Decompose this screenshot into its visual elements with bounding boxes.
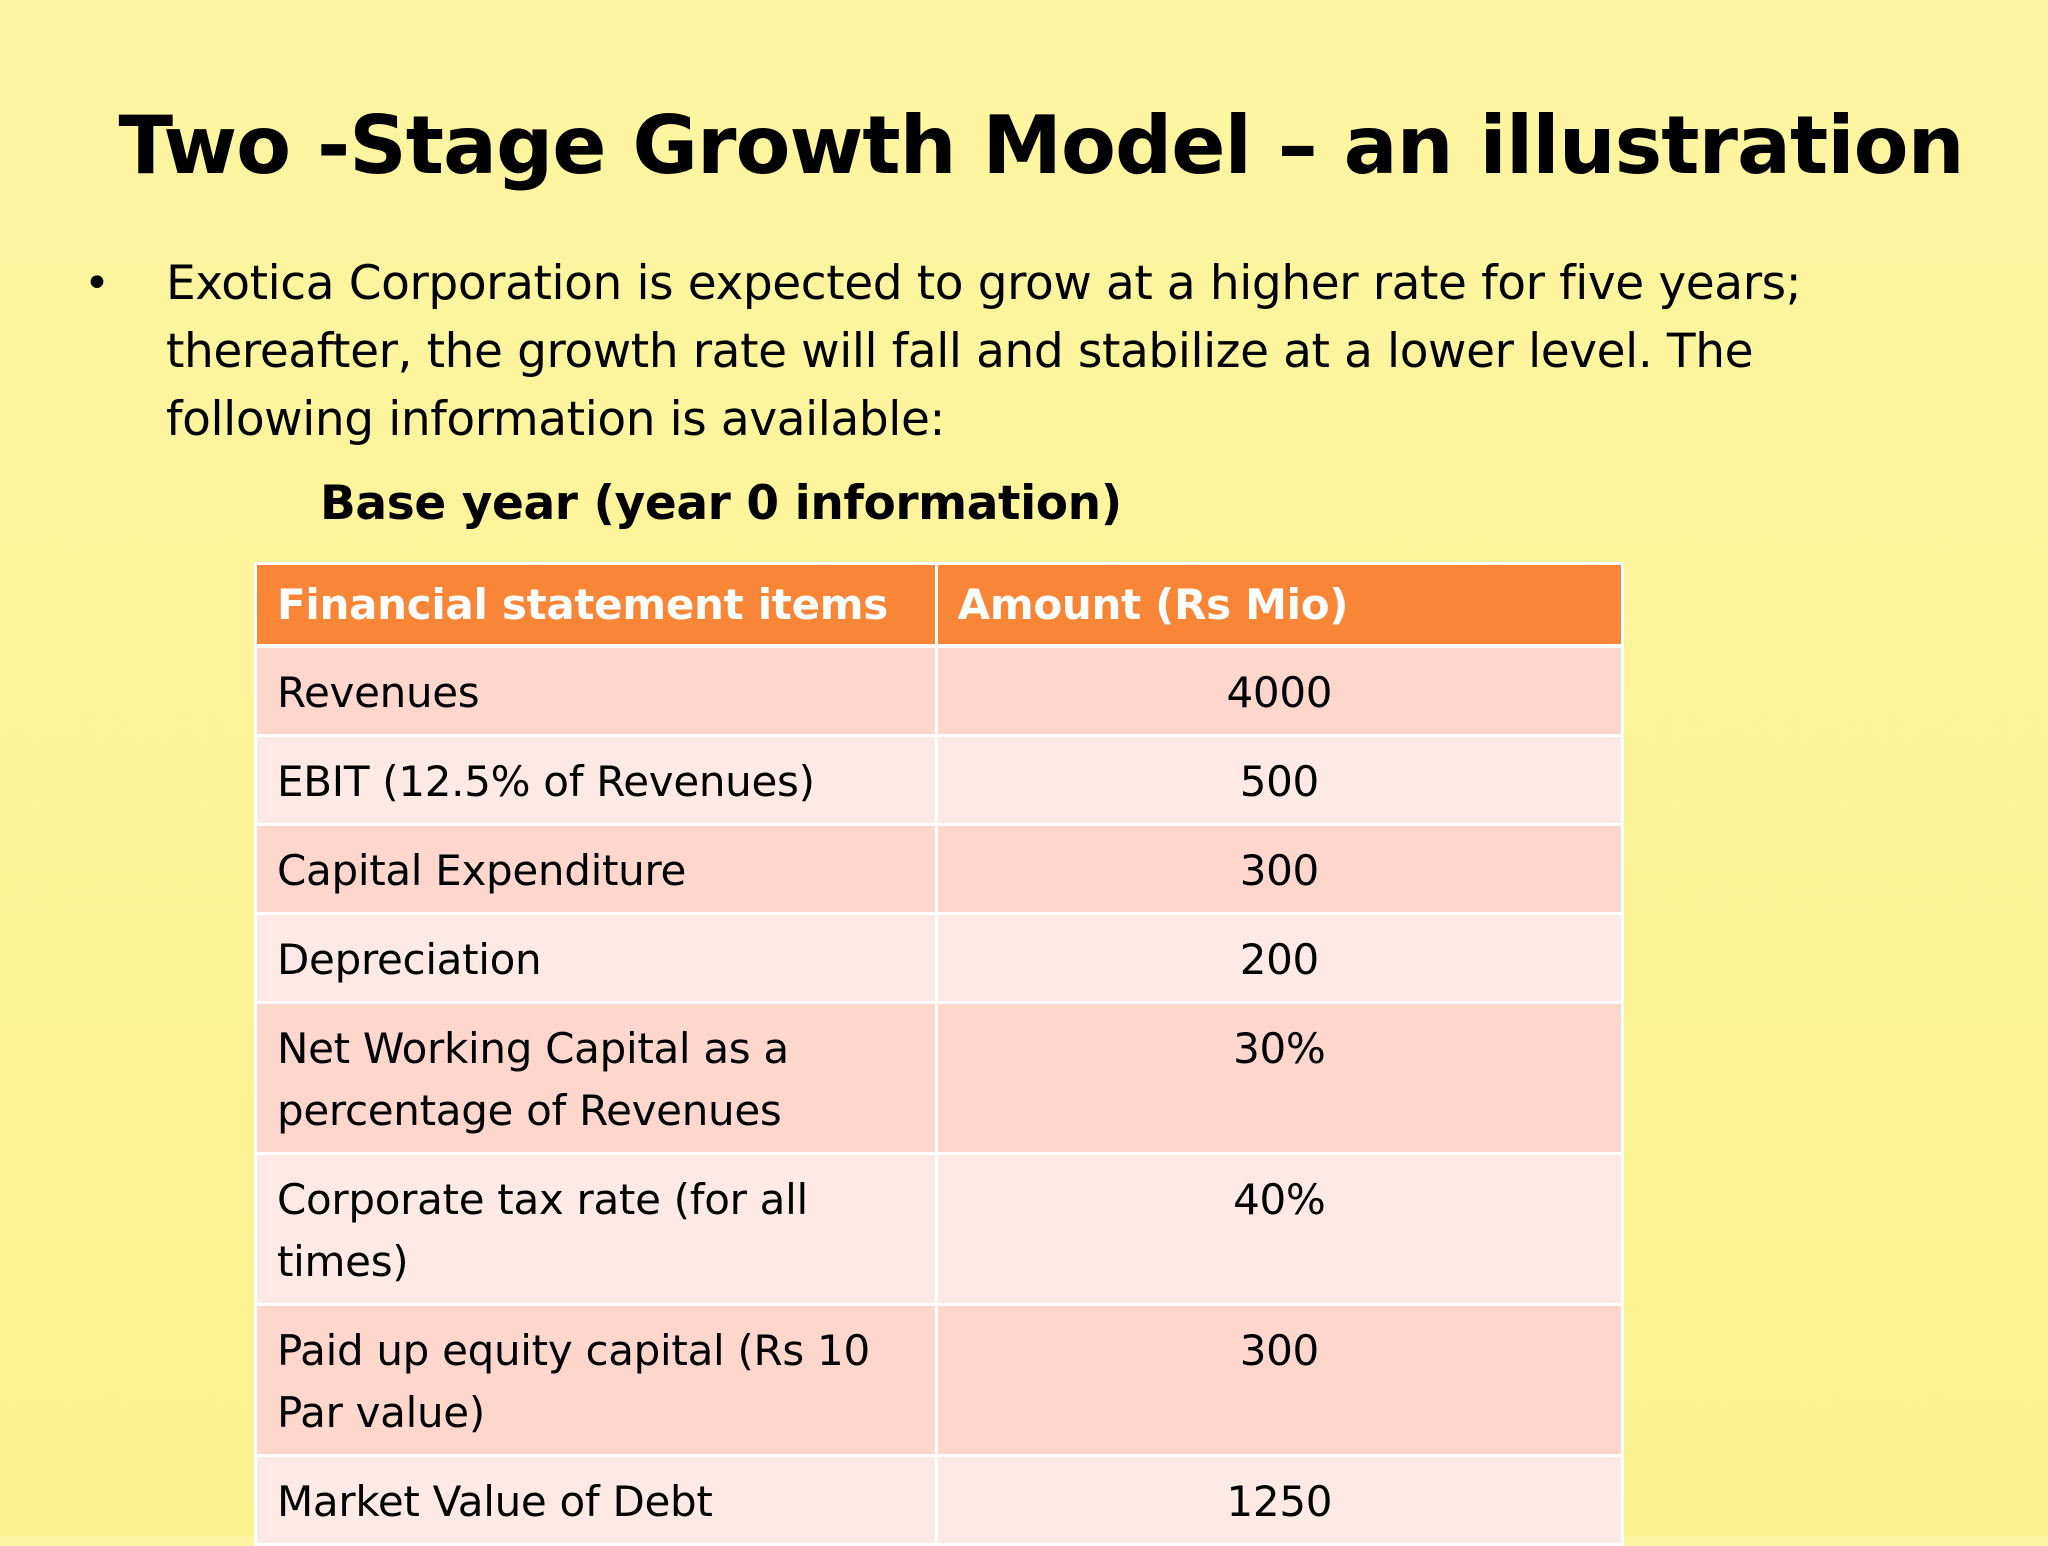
table-header-row: Financial statement items Amount (Rs Mio… — [254, 562, 1625, 647]
slide-title: Two -Stage Growth Model – an illustratio… — [118, 99, 1964, 192]
header-financial-items: Financial statement items — [254, 562, 938, 647]
row-item-ebit: EBIT (12.5% of Revenues) — [254, 733, 938, 826]
table-row: Corporate tax rate (for all times) 40% — [254, 1151, 1625, 1306]
table-row: Capital Expenditure 300 — [254, 822, 1625, 915]
bullet-icon: • — [84, 258, 110, 309]
row-amount-tax-rate: 40% — [934, 1151, 1625, 1306]
bullet-text: Exotica Corporation is expected to grow … — [166, 256, 1802, 447]
table-row: Net Working Capital as a percentage of R… — [254, 1000, 1625, 1155]
table-row: Paid up equity capital (Rs 10 Par value)… — [254, 1302, 1625, 1457]
table-row: EBIT (12.5% of Revenues) 500 — [254, 733, 1625, 826]
financial-table: Financial statement items Amount (Rs Mio… — [254, 562, 1625, 1546]
row-item-capex: Capital Expenditure — [254, 822, 938, 915]
row-item-equity: Paid up equity capital (Rs 10 Par value) — [254, 1302, 938, 1457]
header-amount: Amount (Rs Mio) — [934, 562, 1625, 647]
row-amount-nwc: 30% — [934, 1000, 1625, 1155]
table-row: Market Value of Debt 1250 — [254, 1453, 1625, 1546]
row-item-debt: Market Value of Debt — [254, 1453, 938, 1546]
row-amount-ebit: 500 — [934, 733, 1625, 826]
table-row: Revenues 4000 — [254, 644, 1625, 737]
row-item-depreciation: Depreciation — [254, 911, 938, 1004]
row-amount-revenues: 4000 — [934, 644, 1625, 737]
row-amount-depreciation: 200 — [934, 911, 1625, 1004]
table-caption: Base year (year 0 information) — [320, 476, 1122, 531]
row-amount-capex: 300 — [934, 822, 1625, 915]
row-item-tax-rate: Corporate tax rate (for all times) — [254, 1151, 938, 1306]
row-amount-equity: 300 — [934, 1302, 1625, 1457]
row-amount-debt: 1250 — [934, 1453, 1625, 1546]
row-item-nwc: Net Working Capital as a percentage of R… — [254, 1000, 938, 1155]
row-item-revenues: Revenues — [254, 644, 938, 737]
table-row: Depreciation 200 — [254, 911, 1625, 1004]
